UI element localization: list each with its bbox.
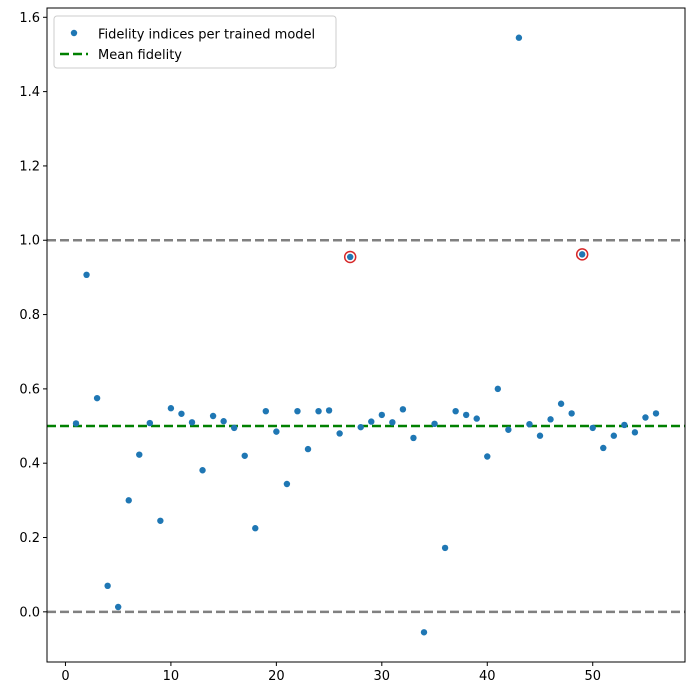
data-point	[167, 405, 175, 412]
data-point	[378, 411, 386, 419]
y-tick-label: 1.6	[19, 11, 40, 26]
data-point	[72, 420, 80, 427]
data-point	[83, 271, 90, 279]
data-point	[336, 430, 343, 437]
data-point	[505, 426, 512, 433]
data-point	[178, 410, 185, 417]
data-point	[357, 423, 364, 431]
data-point	[346, 253, 354, 261]
plot-frame	[46, 7, 686, 663]
data-point	[441, 544, 449, 552]
highlight-circles	[343, 248, 589, 264]
y-tick-label: 1.4	[19, 85, 40, 100]
data-point	[262, 407, 270, 415]
data-point	[315, 407, 322, 415]
data-point	[610, 432, 618, 439]
data-point	[526, 420, 533, 428]
data-point	[220, 418, 227, 425]
data-point	[557, 400, 565, 407]
data-point	[136, 451, 143, 458]
legend-label-mean: Mean fidelity	[98, 48, 182, 63]
data-point	[325, 407, 333, 414]
y-tick-label: 0.4	[19, 457, 40, 472]
data-point	[547, 416, 554, 423]
data-point	[368, 418, 375, 425]
data-point	[283, 480, 291, 488]
data-point	[631, 429, 639, 436]
data-point	[241, 452, 248, 459]
data-point	[252, 525, 259, 532]
y-tick-label: 0.6	[19, 382, 40, 397]
data-point	[389, 419, 396, 426]
data-point	[294, 407, 301, 415]
legend-box	[53, 15, 337, 69]
data-point	[273, 428, 280, 435]
legend: Fidelity indices per trained model Mean f…	[53, 15, 337, 69]
data-point	[473, 415, 480, 422]
data-point	[621, 421, 628, 429]
x-tick-label: 0	[61, 669, 69, 684]
data-point	[125, 497, 132, 504]
data-point	[399, 406, 407, 413]
legend-label-points: Fidelity indices per trained model	[98, 28, 315, 43]
data-point	[578, 251, 586, 258]
legend-marker-points	[70, 29, 78, 37]
data-point	[410, 434, 417, 442]
data-point	[589, 424, 596, 432]
y-tick-label: 0.0	[19, 605, 40, 620]
data-point	[494, 385, 502, 393]
data-point	[304, 445, 312, 453]
highlight-ring-1	[575, 248, 589, 261]
data-point	[104, 582, 111, 590]
data-point	[157, 517, 164, 524]
x-axis-ticks: 0 10 20 30 40 50	[61, 662, 601, 684]
y-tick-label: 1.2	[19, 159, 40, 174]
data-point	[420, 629, 428, 636]
data-point	[188, 419, 196, 426]
data-point	[93, 394, 101, 402]
data-point	[431, 420, 438, 428]
x-tick-label: 50	[584, 669, 601, 684]
reference-lines	[47, 238, 685, 614]
data-point	[230, 424, 238, 432]
data-point	[568, 410, 575, 417]
y-tick-label: 1.0	[19, 234, 40, 249]
data-point	[462, 411, 470, 419]
data-point	[652, 410, 660, 417]
data-point	[146, 419, 154, 427]
x-tick-label: 20	[268, 669, 285, 684]
data-point	[536, 432, 544, 439]
y-axis-ticks: 0.0 0.2 0.4 0.6 0.8 1.0 1.2 1.4 1.6	[19, 11, 47, 620]
data-point	[452, 407, 459, 415]
highlight-ring-0	[343, 250, 357, 264]
data-point	[642, 414, 649, 421]
data-points	[72, 34, 660, 636]
x-tick-label: 10	[163, 669, 180, 684]
data-point	[600, 444, 607, 452]
data-point	[484, 453, 491, 460]
data-point	[114, 603, 122, 611]
x-tick-label: 30	[374, 669, 391, 684]
data-point	[515, 34, 523, 41]
data-point	[199, 467, 206, 474]
y-tick-label: 0.8	[19, 308, 40, 323]
x-tick-label: 40	[479, 669, 496, 684]
data-point	[209, 412, 217, 420]
y-tick-label: 0.2	[19, 531, 40, 546]
